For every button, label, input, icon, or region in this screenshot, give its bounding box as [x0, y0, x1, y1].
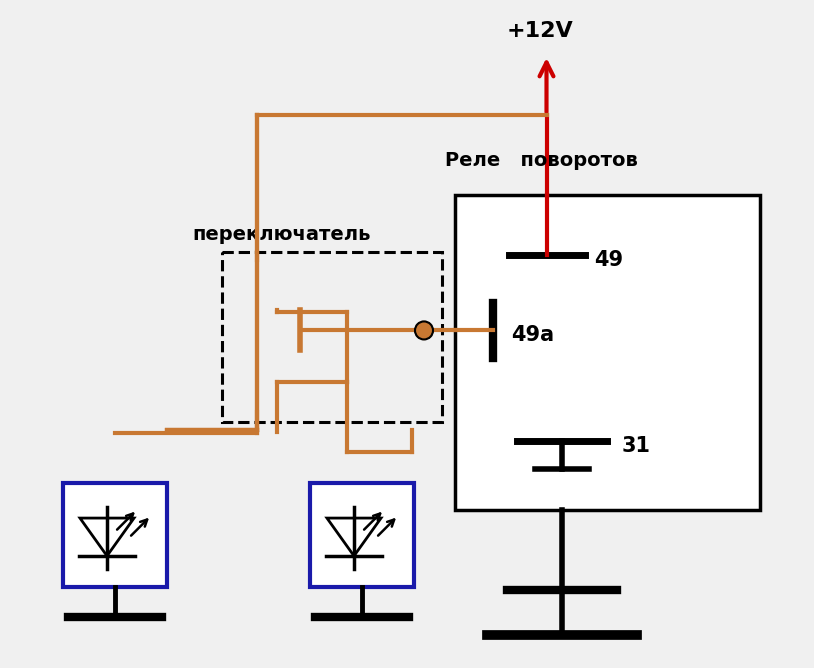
Bar: [222, 252, 442, 422]
Bar: [455, 195, 760, 510]
Bar: [63, 483, 167, 587]
Text: 49: 49: [594, 250, 624, 270]
Bar: [310, 483, 414, 587]
Text: 49a: 49a: [511, 325, 554, 345]
Circle shape: [415, 321, 433, 339]
Text: переключатель: переключатель: [192, 224, 370, 244]
Text: Реле   поворотов: Реле поворотов: [445, 150, 638, 170]
Text: 31: 31: [622, 436, 650, 456]
Text: +12V: +12V: [506, 21, 573, 41]
